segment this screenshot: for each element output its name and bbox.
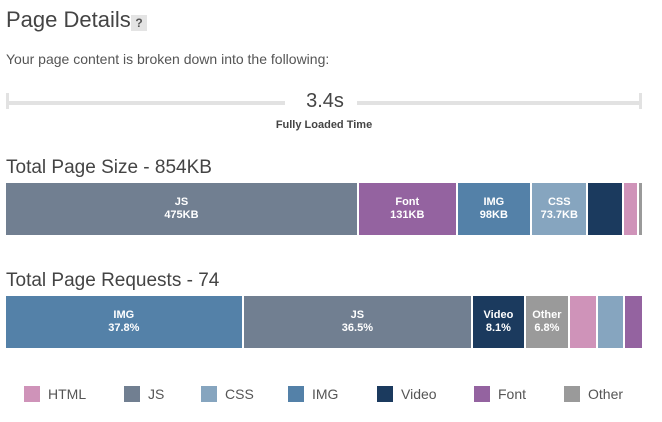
segment-label: JS: [350, 309, 365, 321]
legend-swatch: [288, 386, 304, 402]
page-size-title: Total Page Size - 854KB: [6, 157, 212, 178]
timeline-end-cap: [639, 93, 642, 109]
legend-item-css: CSS: [201, 386, 288, 402]
legend: HTML JS CSS IMG Video Font Other: [24, 386, 634, 402]
size-segment-html[interactable]: [624, 183, 640, 235]
help-button[interactable]: ?: [131, 15, 147, 31]
page-size-bar: JS 475KB Font 131KB IMG 98KB CSS 73.7KB: [6, 183, 642, 235]
segment-label: Other: [532, 309, 562, 321]
legend-label: Font: [498, 386, 527, 402]
requests-segment-html[interactable]: [570, 296, 598, 348]
size-segment-video[interactable]: [588, 183, 625, 235]
segment-value: 8.1%: [485, 322, 511, 334]
requests-segment-other[interactable]: Other 6.8%: [525, 296, 571, 348]
legend-label: Video: [401, 386, 437, 402]
legend-item-js: JS: [124, 386, 201, 402]
legend-item-video: Video: [377, 386, 474, 402]
timeline-left-line: [6, 101, 285, 105]
segment-value: 36.5%: [341, 322, 373, 334]
page-title: Page Details: [6, 7, 131, 32]
segment-value: 37.8%: [108, 322, 140, 334]
size-segment-js[interactable]: JS 475KB: [6, 183, 359, 235]
legend-swatch: [377, 386, 393, 402]
timeline-right-line: [357, 101, 641, 105]
fully-loaded-time-caption: Fully Loaded Time: [275, 119, 373, 131]
size-segment-css[interactable]: CSS 73.7KB: [532, 183, 589, 235]
segment-value: 475KB: [164, 209, 199, 221]
legend-swatch: [564, 386, 580, 402]
legend-item-img: IMG: [288, 386, 377, 402]
legend-label: CSS: [225, 386, 254, 402]
fully-loaded-time-value: 3.4s: [306, 90, 344, 112]
legend-swatch: [124, 386, 140, 402]
legend-swatch: [474, 386, 490, 402]
legend-item-font: Font: [474, 386, 564, 402]
requests-segment-js[interactable]: JS 36.5%: [243, 296, 474, 348]
page-requests-title: Total Page Requests - 74: [6, 270, 220, 291]
legend-label: Other: [588, 386, 624, 402]
size-segment-img[interactable]: IMG 98KB: [457, 183, 533, 235]
legend-label: JS: [148, 386, 165, 402]
size-segment-other[interactable]: [639, 183, 642, 235]
segment-label: IMG: [483, 196, 505, 208]
segment-label: IMG: [113, 309, 135, 321]
segment-label: Video: [483, 309, 514, 321]
segment-value: 98KB: [479, 209, 508, 221]
segment-label: JS: [174, 196, 189, 208]
legend-label: HTML: [48, 386, 87, 402]
page-requests-bar: IMG 37.8% JS 36.5% Video 8.1% Other 6.8%: [6, 296, 643, 348]
legend-label: IMG: [312, 386, 339, 402]
requests-segment-video[interactable]: Video 8.1%: [473, 296, 526, 348]
size-segment-font[interactable]: Font 131KB: [358, 183, 458, 235]
segment-value: 73.7KB: [540, 209, 578, 221]
segment-label: Font: [395, 196, 420, 208]
legend-swatch: [24, 386, 40, 402]
requests-segment-font[interactable]: [625, 296, 643, 348]
legend-swatch: [201, 386, 217, 402]
segment-value: 131KB: [390, 209, 425, 221]
requests-segment-img[interactable]: IMG 37.8%: [6, 296, 244, 348]
legend-item-html: HTML: [24, 386, 124, 402]
requests-segment-css[interactable]: [597, 296, 626, 348]
page-subtitle: Your page content is broken down into th…: [6, 51, 330, 67]
segment-label: CSS: [547, 196, 571, 208]
segment-value: 6.8%: [534, 322, 560, 334]
legend-item-other: Other: [564, 386, 634, 402]
